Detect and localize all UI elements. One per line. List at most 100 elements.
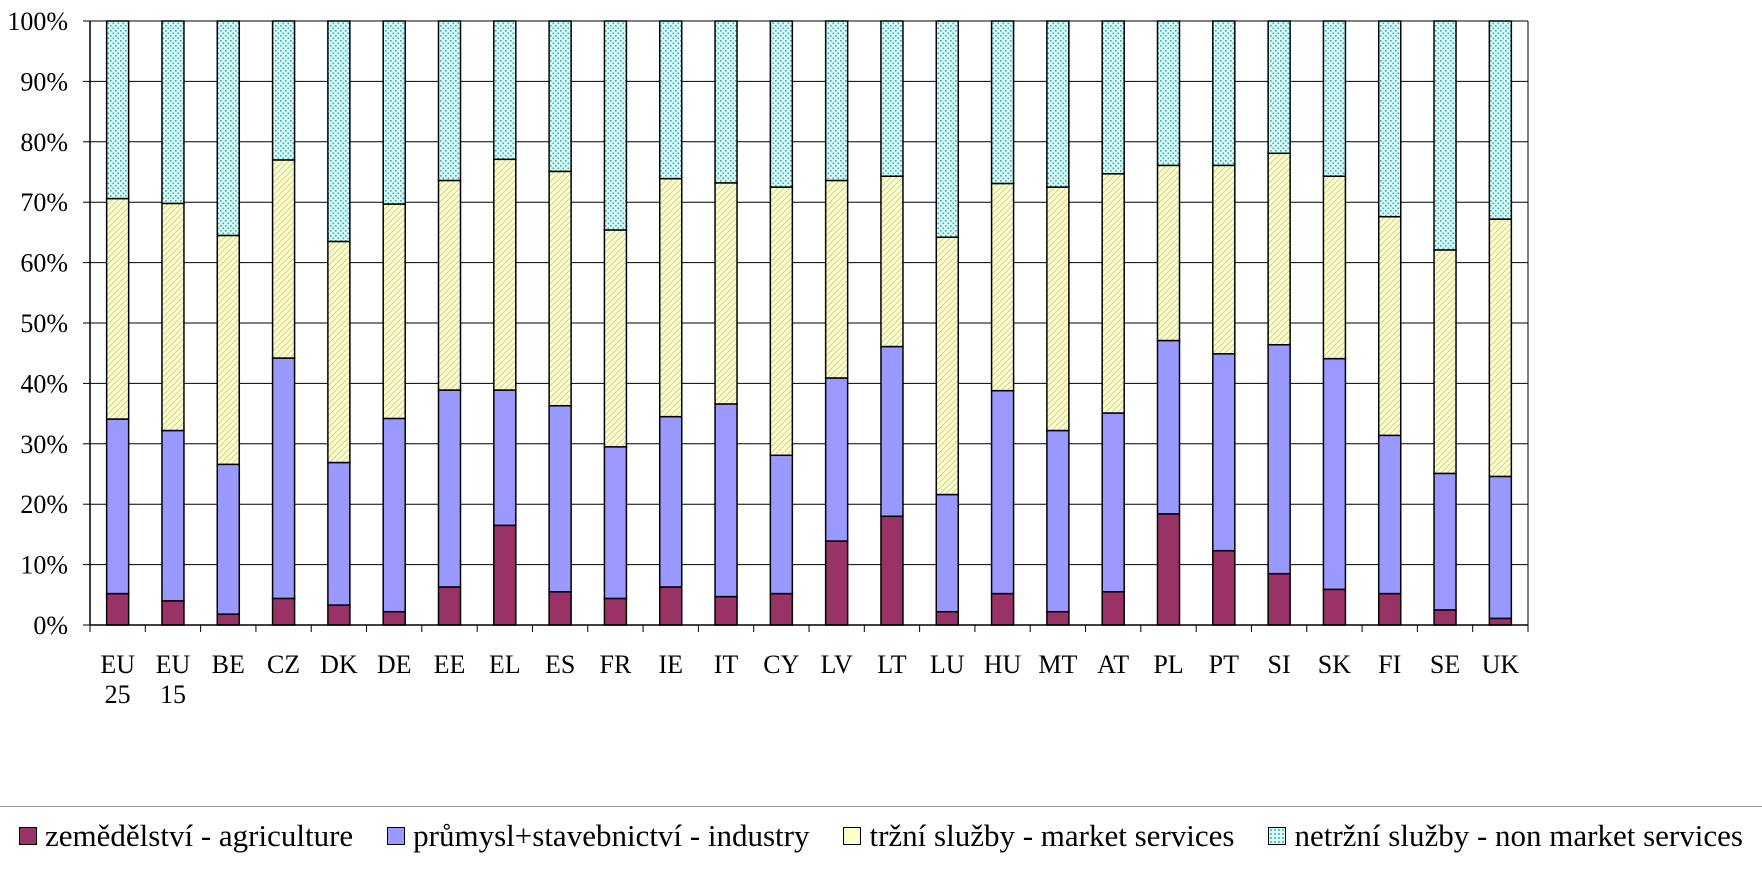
x-tick-label: EU 15	[156, 650, 191, 709]
gridlines	[83, 20, 1529, 632]
y-tick-label: 60%	[20, 249, 68, 278]
bar-segment-market-services	[327, 240, 351, 464]
bar-segment-agriculture	[216, 613, 241, 626]
bar-segment-agriculture	[1433, 609, 1457, 626]
x-tick-label: BE	[212, 650, 245, 679]
bar-segment-agriculture	[1101, 591, 1125, 626]
bar-segment-industry	[1267, 343, 1291, 575]
bar-segment-industry	[824, 377, 849, 542]
bar-segment-market-services	[548, 170, 572, 407]
bar-segment-non-market-services	[769, 20, 794, 188]
bar-segment-market-services	[990, 182, 1015, 392]
bar-segment-industry	[1156, 339, 1181, 515]
bar-segment-non-market-services	[824, 20, 849, 182]
bar-segment-market-services	[161, 202, 185, 432]
bar-segment-market-services	[1267, 152, 1291, 346]
y-tick-labels: 0% 10% 20% 30% 40% 50% 60% 70% 80% 90% 100%	[7, 7, 68, 640]
y-tick-label: 10%	[20, 551, 68, 580]
bar-segment-non-market-services	[658, 20, 683, 180]
legend-item-industry: průmysl+stavebnictví - industry	[387, 818, 809, 854]
bar-segment-industry	[1322, 357, 1347, 591]
x-tick-labels: EU 25 EU 15 BE CZ DK DE EE EL ES FR IE IT CY LV LT LU HU MT…	[100, 650, 1519, 709]
bar-segment-industry	[990, 389, 1015, 595]
x-tick-label: MT	[1038, 650, 1077, 679]
y-tick-label: 40%	[20, 369, 68, 398]
bar-segment-agriculture	[382, 610, 406, 626]
bar-segment-industry	[1212, 353, 1236, 552]
x-tick-label: FR	[600, 650, 632, 679]
bar-segment-non-market-services	[1488, 20, 1513, 220]
bar-segment-non-market-services	[990, 20, 1015, 185]
bar-segment-non-market-services	[1377, 20, 1402, 218]
bar-segment-industry	[327, 461, 351, 606]
bar-segment-industry	[769, 454, 794, 595]
bar-segment-market-services	[382, 203, 406, 420]
bar-segment-non-market-services	[1046, 20, 1070, 188]
bar-segment-non-market-services	[548, 20, 572, 173]
bar-segment-industry	[658, 415, 683, 588]
x-tick-label: PL	[1153, 650, 1183, 679]
bar-segment-non-market-services	[1433, 20, 1457, 251]
x-tick-label: EE	[434, 650, 466, 679]
bar-segment-market-services	[658, 177, 683, 418]
x-tick-label: LV	[821, 650, 853, 679]
bar-segment-agriculture	[935, 610, 960, 626]
legend-swatch-agriculture	[19, 827, 38, 845]
bar-segment-industry	[105, 418, 130, 595]
bar-segment-industry	[216, 463, 241, 615]
bar-segment-market-services	[1156, 164, 1181, 342]
x-tick-label: EL	[489, 650, 521, 679]
bar-segment-industry	[161, 429, 185, 602]
y-tick-label: 80%	[20, 128, 68, 157]
bar-segment-non-market-services	[1322, 20, 1347, 177]
x-tick-label: SI	[1268, 650, 1291, 679]
y-tick-label: 20%	[20, 490, 68, 519]
legend-item-agriculture: zemědělství - agriculture	[19, 818, 353, 854]
bar-segment-industry	[714, 403, 738, 598]
bar-segment-non-market-services	[880, 20, 904, 177]
bar-segment-industry	[1046, 429, 1070, 613]
x-tick-label: CY	[763, 650, 799, 679]
x-tick-label: PT	[1209, 650, 1239, 679]
bar-segment-non-market-services	[714, 20, 738, 184]
bar-segment-non-market-services	[382, 20, 406, 205]
bar-segment-non-market-services	[216, 20, 241, 237]
x-tick-label: IT	[714, 650, 739, 679]
legend-swatch-industry	[387, 827, 406, 845]
x-tick-label: DK	[320, 650, 358, 679]
bar-segment-market-services	[714, 182, 738, 405]
legend-label-agriculture: zemědělství - agriculture	[45, 818, 354, 853]
bar-segment-industry	[935, 493, 960, 613]
y-tick-label: 50%	[20, 309, 68, 338]
bar-segment-agriculture	[437, 586, 462, 626]
bar-segment-market-services	[1377, 215, 1402, 437]
y-tick-label: 90%	[20, 67, 68, 96]
y-tick-label: 100%	[7, 7, 68, 36]
bar-segment-agriculture	[271, 597, 296, 626]
bar-segment-market-services	[1322, 175, 1347, 360]
bar-segment-agriculture	[1322, 588, 1347, 626]
bar-segment-non-market-services	[327, 20, 351, 243]
bar-segment-non-market-services	[271, 20, 296, 161]
bar-segment-industry	[1433, 472, 1457, 611]
bar-segment-agriculture	[1156, 513, 1181, 626]
bar-segment-agriculture	[161, 600, 185, 626]
x-tick-label: UK	[1482, 650, 1520, 679]
legend-label-market-services: tržní služby - market services	[869, 818, 1235, 853]
bar-segment-market-services	[1046, 186, 1070, 432]
x-tick-label: SK	[1318, 650, 1351, 679]
bar-segment-agriculture	[990, 592, 1015, 626]
legend-swatch-non-market-services	[1268, 827, 1287, 845]
bar-segment-agriculture	[714, 595, 738, 626]
bar-segment-industry	[1488, 475, 1513, 620]
bar-segment-market-services	[493, 158, 517, 391]
y-tick-label: 70%	[20, 188, 68, 217]
bar-segment-non-market-services	[1156, 20, 1181, 167]
bar-segment-market-services	[1101, 173, 1125, 414]
bar-segment-non-market-services	[935, 20, 960, 238]
bar-segment-non-market-services	[161, 20, 185, 205]
bar-segment-non-market-services	[437, 20, 462, 182]
x-tick-label: HU	[984, 650, 1022, 679]
bar-segment-non-market-services	[493, 20, 517, 161]
bar-segment-non-market-services	[1267, 20, 1291, 155]
